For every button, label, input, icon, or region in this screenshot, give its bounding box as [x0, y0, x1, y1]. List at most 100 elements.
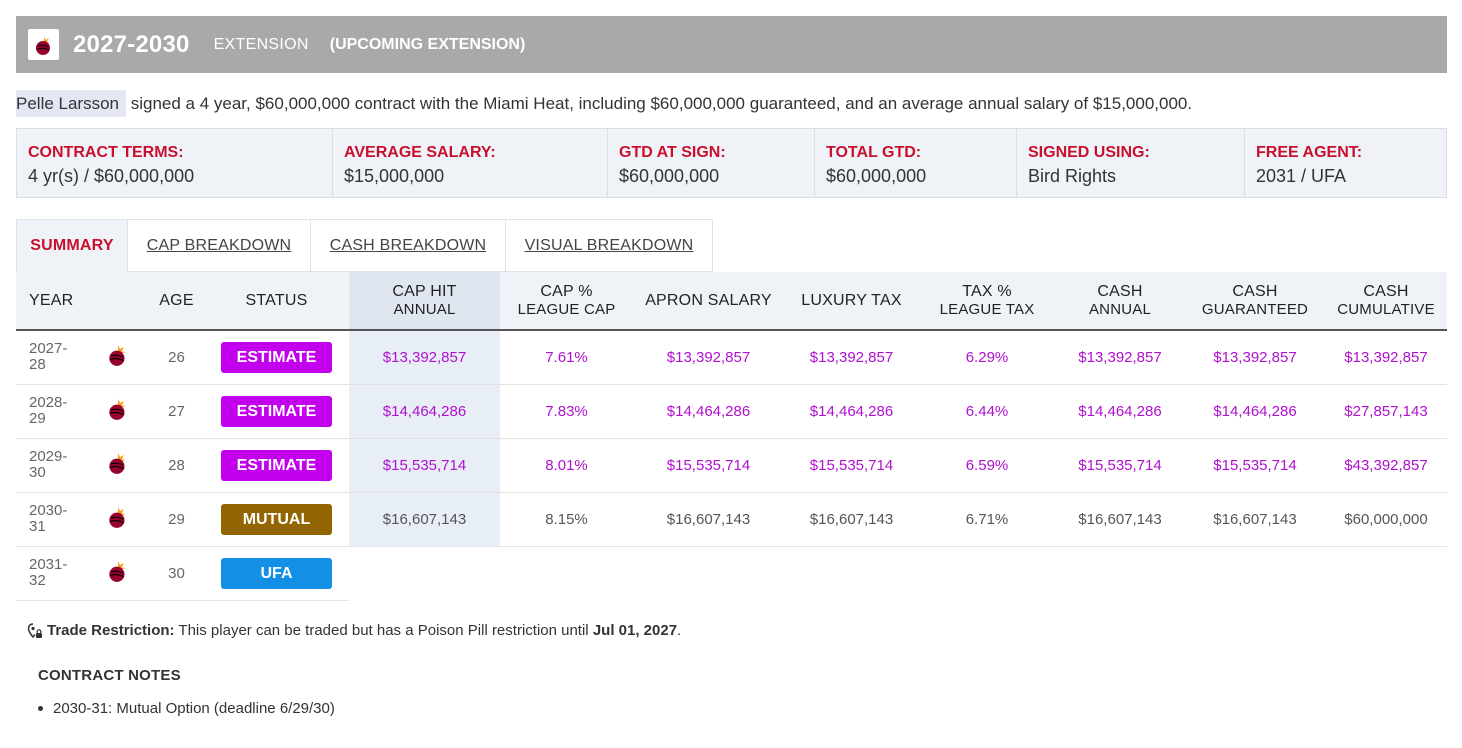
col-cash-annual: CASH ANNUAL: [1055, 272, 1185, 331]
col-cap-pct-label: CAP %: [540, 282, 593, 300]
cell-age: 30: [149, 546, 204, 601]
cell-status: UFA: [204, 546, 349, 601]
year-start: 2031-: [29, 556, 68, 573]
cell-cash-cum: $43,392,857: [1325, 438, 1447, 493]
restriction-text: This player can be traded but has a Pois…: [174, 622, 593, 639]
year-end: 28: [29, 356, 46, 374]
cell-cash-cum: $13,392,857: [1325, 330, 1447, 385]
cell-status: MUTUAL: [204, 492, 349, 547]
col-cash-cum-label: CASH: [1363, 282, 1409, 300]
cell-tax-pct: 6.71%: [919, 492, 1055, 547]
col-apron: APRON SALARY: [633, 272, 784, 331]
cell-luxury: $14,464,286: [784, 384, 919, 439]
status-badge: MUTUAL: [221, 503, 332, 535]
status-badge: UFA: [221, 557, 332, 589]
tab-summary[interactable]: SUMMARY: [16, 219, 128, 272]
col-cash-annual-label: CASH: [1097, 282, 1143, 300]
term-value: 4 yr(s) / $60,000,000: [28, 166, 195, 186]
status-badge: ESTIMATE: [221, 341, 332, 373]
year-start: 2029-: [29, 448, 68, 465]
cell-cap-hit: $14,464,286: [349, 384, 500, 439]
contract-header: 2027-2030 EXTENSION (UPCOMING EXTENSION): [16, 16, 1447, 73]
contract-type: EXTENSION: [213, 35, 309, 53]
cell-year: 2027- 28: [16, 330, 87, 385]
status-badge: ESTIMATE: [221, 395, 332, 427]
heat-logo-icon: [28, 29, 59, 60]
cell-cap-pct: 8.01%: [500, 438, 633, 493]
term-value: 2031 / UFA: [1256, 166, 1347, 186]
tab-cap-breakdown[interactable]: CAP BREAKDOWN: [128, 219, 311, 272]
col-cash-cum-sub: CUMULATIVE: [1337, 300, 1435, 318]
cell-cash-cum: $60,000,000: [1325, 492, 1447, 547]
cell-cap-pct: 7.61%: [500, 330, 633, 385]
col-cash-gtd: CASH GUARANTEED: [1185, 272, 1325, 331]
cell-year: 2031- 32: [16, 546, 87, 601]
contract-subtitle: (UPCOMING EXTENSION): [329, 35, 526, 53]
term-label: TOTAL GTD:: [826, 144, 922, 161]
breakdown-tabs: SUMMARY CAP BREAKDOWN CASH BREAKDOWN VIS…: [16, 219, 713, 272]
cell-tax-pct: 6.44%: [919, 384, 1055, 439]
player-name-link[interactable]: Pelle Larsson: [16, 90, 126, 117]
term-gtd-at-sign: GTD AT SIGN: $60,000,000: [608, 129, 815, 197]
cell-cash-gtd: $15,535,714: [1185, 438, 1325, 493]
cell-cash-gtd: $14,464,286: [1185, 384, 1325, 439]
table-row: 2031- 32 30 UFA: [16, 546, 1447, 601]
col-cap-hit-label: CAP HIT: [392, 282, 457, 300]
term-contract-terms: CONTRACT TERMS: 4 yr(s) / $60,000,000: [17, 129, 333, 197]
term-label: GTD AT SIGN:: [619, 144, 726, 161]
cell-empty: [349, 546, 1447, 600]
cell-logo: [87, 438, 149, 493]
cell-cash-cum: $27,857,143: [1325, 384, 1447, 439]
table-row: 2028- 29 27 ESTIMATE $14,464,286 7.83% $14,464…: [16, 384, 1447, 439]
cell-logo: [87, 330, 149, 385]
year-start: 2028-: [29, 394, 68, 411]
cell-cap-pct: 7.83%: [500, 384, 633, 439]
restriction-end: .: [677, 622, 682, 639]
heat-logo-icon: [105, 399, 131, 426]
contract-summary: Pelle Larsson signed a 4 year, $60,000,0…: [16, 90, 1192, 117]
note-text: 2030-31: Mutual Option (deadline 6/29/30…: [53, 700, 335, 717]
contract-terms-box: CONTRACT TERMS: 4 yr(s) / $60,000,000 AV…: [16, 128, 1447, 198]
tab-cash-breakdown[interactable]: CASH BREAKDOWN: [311, 219, 506, 272]
trade-restriction: Trade Restriction: This player can be tr…: [27, 622, 681, 639]
term-label: SIGNED USING:: [1028, 144, 1150, 161]
cell-age: 26: [149, 330, 204, 385]
table-row: 2027- 28 26 ESTIMATE $13,392,857 7.61% $13,392…: [16, 330, 1447, 385]
cell-apron: $16,607,143: [633, 492, 784, 547]
cell-logo: [87, 546, 149, 601]
col-age: AGE: [149, 272, 204, 331]
restriction-label: Trade Restriction:: [47, 622, 175, 639]
col-tax-pct-sub: LEAGUE TAX: [939, 300, 1035, 318]
term-label: FREE AGENT:: [1256, 144, 1363, 161]
term-value: Bird Rights: [1028, 166, 1117, 186]
cell-year: 2028- 29: [16, 384, 87, 439]
term-total-gtd: TOTAL GTD: $60,000,000: [815, 129, 1017, 197]
restriction-date: Jul 01, 2027: [592, 622, 678, 639]
cell-status: ESTIMATE: [204, 384, 349, 439]
term-label: AVERAGE SALARY:: [344, 144, 496, 161]
cell-cap-hit: $16,607,143: [349, 492, 500, 547]
col-cap-pct: CAP % LEAGUE CAP: [500, 272, 633, 331]
cell-cap-hit: $15,535,714: [349, 438, 500, 493]
cell-year: 2030- 31: [16, 492, 87, 547]
cell-status: ESTIMATE: [204, 438, 349, 493]
cell-tax-pct: 6.59%: [919, 438, 1055, 493]
table-header-row: YEAR AGE STATUS CAP HIT ANNUAL CAP % LEAGU…: [16, 272, 1447, 331]
term-value: $15,000,000: [344, 166, 445, 186]
year-end: 31: [29, 518, 46, 535]
cell-logo: [87, 384, 149, 439]
year-end: 30: [29, 464, 46, 481]
cell-cash-annual: $14,464,286: [1055, 384, 1185, 439]
location-lock-icon: [27, 622, 42, 638]
col-cap-hit-sub: ANNUAL: [393, 300, 456, 318]
col-logo: [87, 272, 149, 331]
table-row: 2030- 31 29 MUTUAL $16,607,143 8.15% $16,607,1…: [16, 492, 1447, 547]
year-end: 29: [29, 410, 46, 427]
cell-year: 2029- 30: [16, 438, 87, 493]
year-end: 32: [29, 572, 46, 589]
term-label: CONTRACT TERMS:: [28, 144, 184, 161]
tab-visual-breakdown[interactable]: VISUAL BREAKDOWN: [506, 219, 713, 272]
col-cap-hit: CAP HIT ANNUAL: [349, 272, 500, 331]
term-free-agent: FREE AGENT: 2031 / UFA: [1245, 129, 1446, 197]
cell-status: ESTIMATE: [204, 330, 349, 385]
